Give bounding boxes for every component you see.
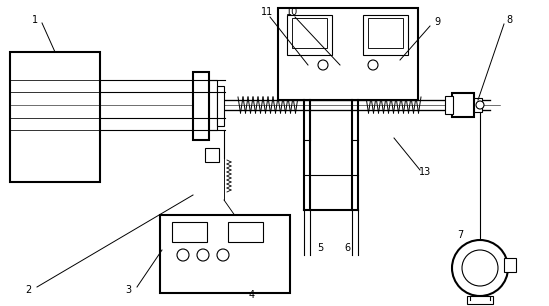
Circle shape — [452, 240, 508, 296]
Text: 6: 6 — [344, 243, 350, 253]
Bar — [292, 18, 327, 48]
Bar — [504, 258, 516, 272]
Bar — [452, 93, 474, 117]
Text: 1: 1 — [32, 15, 38, 25]
Text: 13: 13 — [419, 167, 431, 177]
Circle shape — [476, 101, 484, 109]
Text: 3: 3 — [125, 285, 131, 295]
Text: 7: 7 — [457, 230, 463, 240]
Bar — [205, 148, 219, 162]
Circle shape — [368, 60, 378, 70]
Text: 5: 5 — [317, 243, 323, 253]
Bar — [474, 98, 482, 112]
Circle shape — [217, 249, 229, 261]
Bar — [363, 15, 408, 55]
Text: 11: 11 — [261, 7, 273, 17]
Circle shape — [197, 249, 209, 261]
Bar — [209, 80, 217, 130]
Text: 10: 10 — [286, 7, 298, 17]
Text: 4: 4 — [249, 290, 255, 300]
Bar — [287, 15, 332, 55]
Bar — [278, 8, 418, 100]
Text: 2: 2 — [25, 285, 31, 295]
Bar — [445, 96, 453, 114]
Bar — [368, 18, 403, 48]
Bar — [217, 86, 224, 126]
Bar — [193, 72, 209, 140]
Bar — [228, 222, 263, 242]
Bar — [160, 215, 290, 293]
Circle shape — [318, 60, 328, 70]
Bar — [10, 52, 100, 182]
Bar — [467, 296, 493, 304]
Text: 9: 9 — [434, 17, 440, 27]
Circle shape — [462, 250, 498, 286]
Text: 8: 8 — [506, 15, 512, 25]
Circle shape — [177, 249, 189, 261]
Bar — [172, 222, 207, 242]
